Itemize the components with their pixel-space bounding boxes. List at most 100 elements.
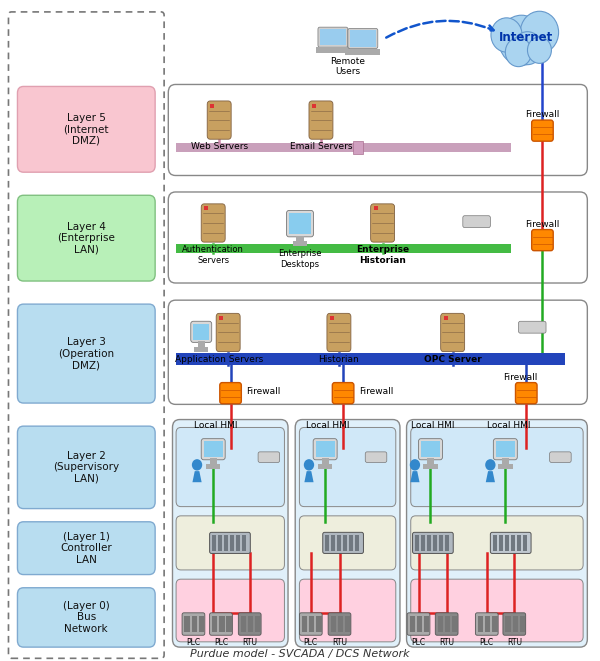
Text: Local HMI: Local HMI [487, 421, 530, 430]
Bar [443, 316, 448, 320]
FancyBboxPatch shape [209, 532, 250, 553]
FancyBboxPatch shape [328, 613, 351, 635]
Text: RTU: RTU [332, 638, 347, 647]
Bar [206, 465, 220, 469]
FancyBboxPatch shape [365, 452, 387, 463]
FancyBboxPatch shape [371, 204, 395, 242]
FancyBboxPatch shape [201, 204, 225, 242]
Bar [184, 616, 190, 632]
FancyBboxPatch shape [299, 613, 322, 635]
Bar [485, 616, 490, 632]
Bar [424, 616, 430, 632]
Bar [517, 535, 521, 551]
Circle shape [512, 32, 542, 65]
FancyBboxPatch shape [413, 532, 453, 553]
Bar [331, 616, 336, 632]
Bar [499, 535, 503, 551]
FancyBboxPatch shape [518, 321, 546, 333]
FancyBboxPatch shape [493, 439, 517, 460]
FancyBboxPatch shape [182, 613, 205, 635]
Circle shape [192, 459, 202, 471]
FancyBboxPatch shape [17, 522, 155, 574]
Bar [197, 341, 205, 348]
FancyBboxPatch shape [17, 87, 155, 173]
Bar [241, 616, 246, 632]
Text: PLC: PLC [304, 638, 318, 647]
Bar [520, 616, 525, 632]
Circle shape [410, 459, 420, 471]
FancyBboxPatch shape [287, 210, 313, 237]
FancyBboxPatch shape [323, 532, 364, 553]
Bar [212, 616, 217, 632]
Bar [424, 465, 437, 469]
FancyBboxPatch shape [419, 439, 442, 460]
Bar [289, 213, 311, 234]
Text: PLC: PLC [214, 638, 228, 647]
Bar [296, 235, 304, 242]
Bar [331, 535, 335, 551]
Bar [210, 104, 214, 108]
Bar [338, 616, 343, 632]
Bar [230, 535, 234, 551]
Bar [498, 465, 512, 469]
Circle shape [491, 18, 522, 52]
FancyBboxPatch shape [475, 613, 498, 635]
Circle shape [527, 37, 551, 63]
Bar [439, 535, 443, 551]
Text: Local HMI: Local HMI [307, 421, 350, 430]
Circle shape [304, 459, 314, 471]
FancyBboxPatch shape [17, 304, 155, 403]
FancyBboxPatch shape [216, 313, 240, 352]
FancyBboxPatch shape [169, 85, 587, 175]
Bar [325, 535, 329, 551]
Bar [318, 465, 332, 469]
Text: Firewall: Firewall [246, 387, 281, 396]
FancyBboxPatch shape [490, 532, 531, 553]
Bar [427, 535, 431, 551]
Bar [242, 535, 246, 551]
FancyBboxPatch shape [176, 516, 284, 570]
Bar [316, 47, 350, 54]
Text: PLC: PLC [187, 638, 200, 647]
FancyBboxPatch shape [207, 101, 231, 139]
FancyBboxPatch shape [318, 27, 348, 47]
FancyBboxPatch shape [411, 428, 583, 506]
FancyBboxPatch shape [220, 383, 241, 404]
Bar [316, 616, 322, 632]
FancyBboxPatch shape [407, 613, 430, 635]
Bar [224, 535, 228, 551]
Bar [349, 535, 353, 551]
Text: RTU: RTU [242, 638, 257, 647]
FancyBboxPatch shape [503, 613, 526, 635]
Bar [248, 616, 253, 632]
Polygon shape [410, 471, 419, 483]
Bar [330, 316, 334, 320]
Text: RTU: RTU [507, 638, 522, 647]
Bar [209, 459, 217, 465]
Bar [203, 442, 223, 457]
Bar [193, 324, 209, 340]
Text: Enterprise
Historian: Enterprise Historian [356, 245, 409, 265]
Bar [512, 616, 518, 632]
FancyBboxPatch shape [258, 452, 280, 463]
Polygon shape [486, 471, 495, 483]
FancyBboxPatch shape [191, 321, 212, 342]
Text: Remote
Users: Remote Users [331, 57, 365, 76]
FancyBboxPatch shape [327, 313, 351, 352]
Bar [236, 535, 240, 551]
Polygon shape [304, 471, 314, 483]
FancyBboxPatch shape [17, 195, 155, 281]
Bar [427, 459, 434, 465]
Bar [320, 29, 346, 45]
Bar [219, 616, 224, 632]
FancyBboxPatch shape [532, 120, 553, 141]
Bar [437, 616, 443, 632]
Bar [445, 535, 449, 551]
Bar [176, 244, 511, 253]
FancyBboxPatch shape [440, 313, 464, 352]
Bar [212, 535, 216, 551]
FancyBboxPatch shape [411, 579, 583, 642]
Text: Layer 2
(Supervisory
LAN): Layer 2 (Supervisory LAN) [53, 451, 119, 484]
Circle shape [520, 11, 559, 54]
Text: Layer 3
(Operation
DMZ): Layer 3 (Operation DMZ) [58, 337, 115, 370]
